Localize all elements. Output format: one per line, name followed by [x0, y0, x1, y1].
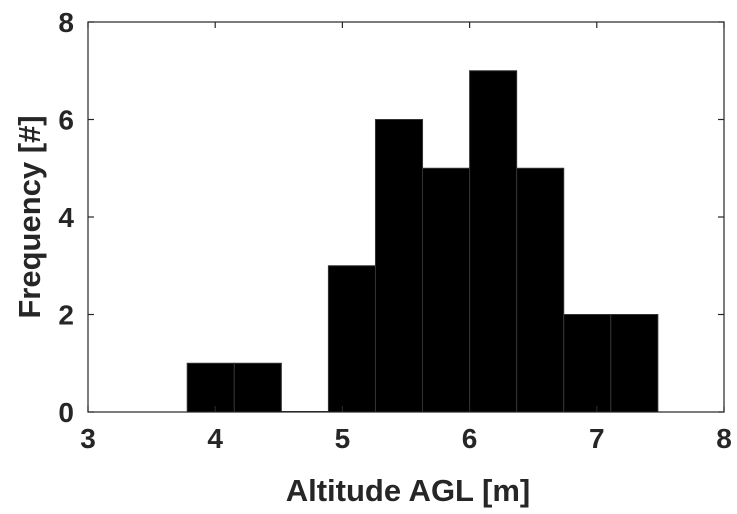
x-tick-label: 6 [462, 423, 478, 454]
histogram-bar [563, 314, 612, 413]
x-tick-label: 8 [716, 423, 732, 454]
y-tick-label: 0 [58, 397, 74, 428]
x-axis-ticks: 3 4 5 6 7 8 [80, 22, 732, 454]
y-tick-label: 2 [58, 300, 74, 331]
x-tick-label: 5 [335, 423, 351, 454]
histogram-bar [422, 167, 471, 413]
histogram-bars [186, 70, 659, 413]
histogram-bar [233, 362, 282, 413]
x-axis-label: Altitude AGL [m] [286, 473, 531, 508]
x-tick-label: 3 [80, 423, 96, 454]
y-tick-label: 8 [58, 7, 74, 38]
x-tick-label: 4 [207, 423, 223, 454]
x-tick-label: 7 [589, 423, 605, 454]
histogram-bar [374, 119, 424, 413]
y-axis-ticks: 0 2 4 6 8 [58, 7, 724, 428]
histogram-bar [516, 167, 565, 413]
histogram-bar [610, 314, 659, 413]
histogram-bar [186, 362, 235, 413]
y-tick-label: 4 [58, 202, 74, 233]
histogram-bar [469, 70, 518, 413]
histogram-bar [327, 265, 376, 413]
y-axis-label: Frequency [#] [12, 115, 47, 318]
y-tick-label: 6 [58, 105, 74, 136]
